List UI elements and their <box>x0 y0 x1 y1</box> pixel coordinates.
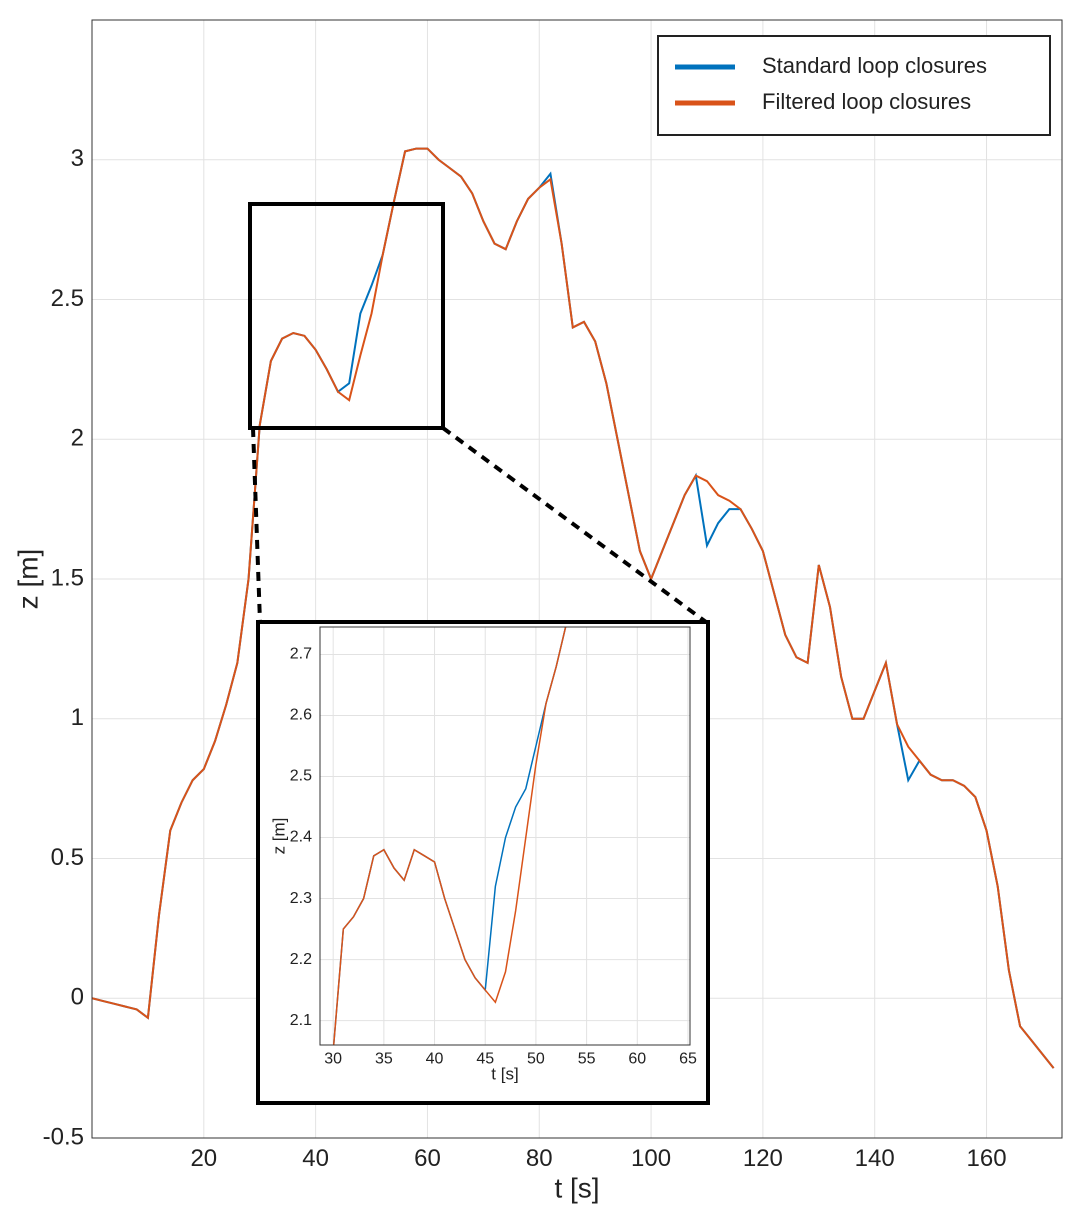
x-tick-label: 65 <box>679 1051 697 1068</box>
legend-label: Standard loop closures <box>762 53 987 78</box>
x-tick-label: 160 <box>967 1145 1007 1172</box>
x-tick-label: 45 <box>476 1051 494 1068</box>
x-tick-label: 140 <box>855 1145 895 1172</box>
plot-area <box>320 627 690 1045</box>
legend-label: Filtered loop closures <box>762 89 971 114</box>
x-tick-label: 120 <box>743 1145 783 1172</box>
y-tick-label: 2.1 <box>290 1012 312 1029</box>
y-axis-label: z [m] <box>269 818 288 855</box>
y-tick-label: 2.2 <box>290 951 312 968</box>
y-tick-label: 1.5 <box>51 564 84 591</box>
x-tick-label: 20 <box>190 1145 217 1172</box>
x-axis-label: t [s] <box>554 1172 599 1203</box>
x-axis-label: t [s] <box>491 1064 518 1083</box>
x-tick-label: 40 <box>426 1051 444 1068</box>
y-tick-label: 1 <box>71 704 84 731</box>
x-tick-label: 60 <box>414 1145 441 1172</box>
series-group <box>332 627 567 1045</box>
y-tick-label: 3 <box>71 145 84 172</box>
y-tick-label: -0.5 <box>43 1123 84 1150</box>
x-tick-label: 100 <box>631 1145 671 1172</box>
zoom-connector <box>441 426 708 624</box>
y-tick-label: 0.5 <box>51 844 84 871</box>
series-line <box>332 627 567 1045</box>
x-tick-label: 40 <box>302 1145 329 1172</box>
x-tick-label: 30 <box>324 1051 342 1068</box>
y-tick-label: 2.5 <box>51 285 84 312</box>
x-tick-label: 60 <box>628 1051 646 1068</box>
y-tick-label: 2.7 <box>290 646 312 663</box>
y-tick-label: 2.5 <box>290 768 312 785</box>
x-tick-label: 80 <box>526 1145 553 1172</box>
series-line <box>92 147 1055 1069</box>
axes-frame <box>319 626 691 1046</box>
x-tick-label: 35 <box>375 1051 393 1068</box>
zoom-connector <box>251 427 262 623</box>
x-tick-label: 55 <box>578 1051 596 1068</box>
series-group <box>92 147 1055 1069</box>
y-axis-label: z [m] <box>12 549 43 610</box>
y-tick-label: 2 <box>71 425 84 452</box>
y-tick-label: 2.6 <box>290 707 312 724</box>
y-tick-label: 2.3 <box>290 890 312 907</box>
axes-frame <box>91 19 1063 1139</box>
zoom-region <box>248 202 445 430</box>
x-tick-label: 50 <box>527 1051 545 1068</box>
inset-plot: 2.1 2.2 2.3 2.4 2.5 2.6 2.7 30 35 40 45 50 55 60 65 t [… <box>269 626 697 1083</box>
y-tick-label: 0 <box>71 984 84 1011</box>
legend: Standard loop closures Filtered loop clo… <box>657 35 1051 136</box>
y-tick-label: 2.4 <box>290 829 312 846</box>
legend-box <box>657 35 1051 136</box>
